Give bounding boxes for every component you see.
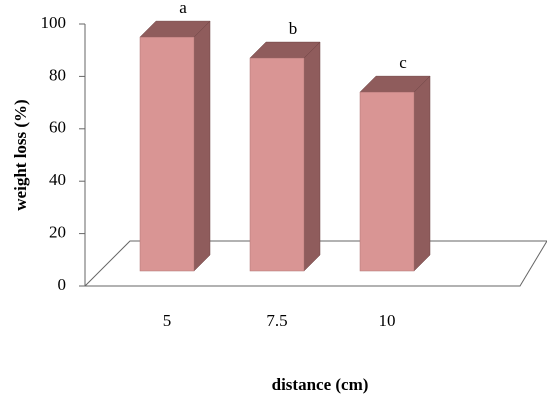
bar-side — [303, 41, 321, 272]
bar-annotation: b — [289, 19, 298, 38]
bar — [359, 91, 415, 272]
x-tick-label: 5 — [163, 311, 172, 330]
y-tick-label: 60 — [49, 118, 66, 137]
y-tick-label: 80 — [49, 65, 66, 84]
y-axis-title: weight loss (%) — [11, 99, 30, 210]
y-tick-label: 40 — [49, 170, 66, 189]
y-tick-label: 100 — [41, 13, 67, 32]
bar — [139, 36, 195, 272]
bar-side — [413, 75, 431, 272]
bar-annotation: a — [179, 0, 187, 17]
x-tick-label: 10 — [379, 311, 396, 330]
bar — [249, 57, 305, 272]
bar-annotation: c — [399, 53, 407, 72]
bar-side — [193, 20, 211, 272]
y-tick-label: 0 — [58, 275, 67, 294]
floor — [83, 240, 547, 287]
y-tick-label: 20 — [49, 223, 66, 242]
x-tick-label: 7.5 — [266, 311, 287, 330]
x-axis-title: distance (cm) — [272, 375, 369, 394]
